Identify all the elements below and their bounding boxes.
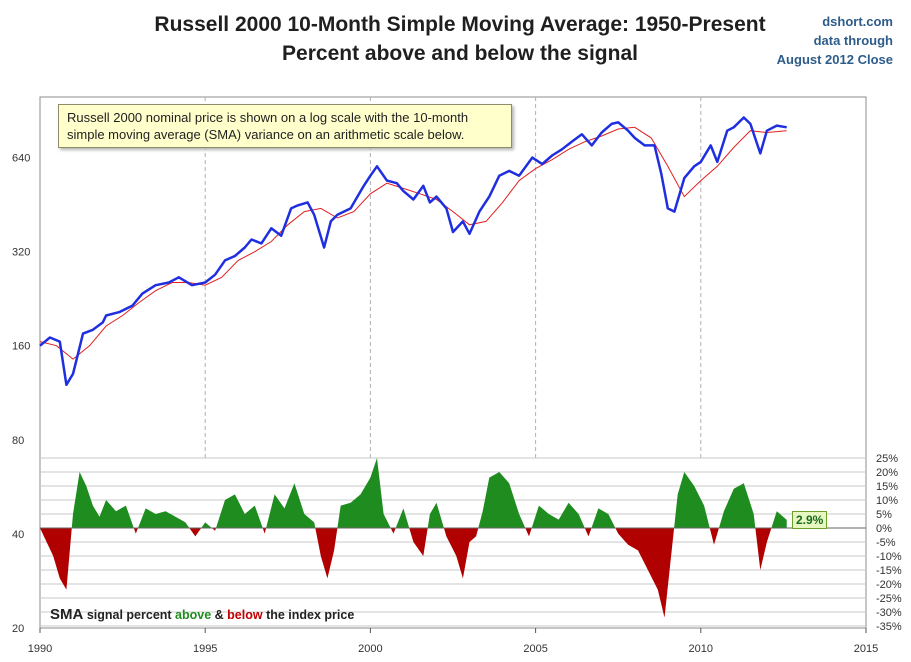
sma-caption-suffix: the index price — [262, 608, 355, 622]
variance-area-below — [40, 528, 787, 618]
x-tick-label: 2000 — [358, 643, 382, 655]
x-tick-label: 1990 — [28, 643, 52, 655]
chart-title: Russell 2000 10-Month Simple Moving Aver… — [154, 13, 766, 36]
x-tick-label: 2010 — [689, 643, 713, 655]
y-right-tick-label: 20% — [876, 467, 898, 479]
y-left-tick-label: 160 — [12, 341, 30, 353]
variance-area-above — [40, 458, 787, 528]
y-right-tick-label: -20% — [876, 579, 902, 591]
sma-caption-mid: signal percent — [83, 608, 176, 622]
chart-note: Russell 2000 nominal price is shown on a… — [58, 104, 512, 148]
y-right-tick-label: 5% — [876, 509, 892, 521]
sma-caption-below: below — [227, 608, 263, 622]
sma-caption-above: above — [175, 608, 212, 622]
y-left-tick-label: 40 — [12, 529, 24, 541]
y-right-tick-label: -30% — [876, 607, 902, 619]
latest-variance-badge: 2.9% — [792, 511, 828, 529]
sma-caption-prefix: SMA — [50, 606, 84, 623]
y-right-tick-label: 0% — [876, 523, 892, 535]
y-right-tick-label: 15% — [876, 481, 898, 493]
x-tick-label: 2005 — [523, 643, 547, 655]
x-tick-label: 2015 — [854, 643, 878, 655]
y-right-tick-label: 25% — [876, 453, 898, 465]
sma-caption: SMA signal percent above & below the ind… — [50, 606, 354, 623]
x-tick-label: 1995 — [193, 643, 217, 655]
credit-data-through: data through — [813, 33, 893, 48]
y-right-tick-label: -5% — [876, 537, 896, 549]
sma-caption-amp: & — [211, 608, 228, 622]
chart-subtitle: Percent above and below the signal — [282, 42, 638, 65]
y-left-tick-label: 320 — [12, 247, 30, 259]
credit-date: August 2012 Close — [776, 52, 893, 67]
credit-site: dshort.com — [822, 14, 893, 29]
price-line — [39, 116, 787, 387]
sma-line — [39, 126, 787, 360]
y-left-tick-label: 640 — [12, 153, 30, 165]
source-credit: dshort.com data through August 2012 Clos… — [777, 12, 893, 69]
y-right-tick-label: -25% — [876, 593, 902, 605]
y-left-tick-label: 80 — [12, 435, 24, 447]
y-right-tick-label: -35% — [876, 621, 902, 633]
y-left-tick-label: 20 — [12, 623, 24, 635]
y-right-tick-label: 10% — [876, 495, 898, 507]
y-right-tick-label: -10% — [876, 551, 902, 563]
y-right-tick-label: -15% — [876, 565, 902, 577]
